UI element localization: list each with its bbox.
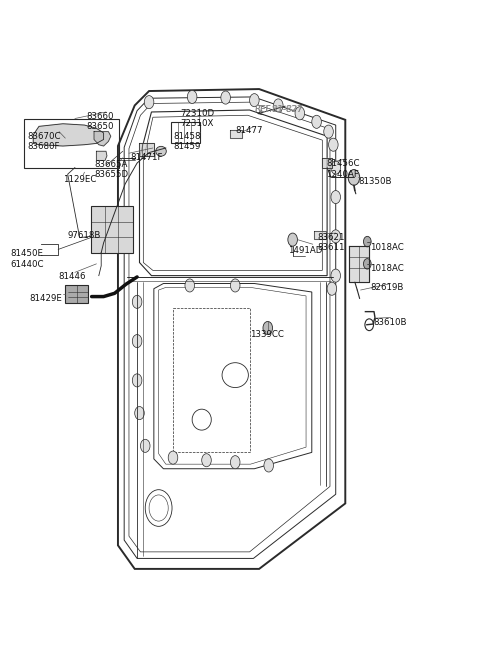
Circle shape [327,282,336,295]
Ellipse shape [156,146,166,156]
Circle shape [187,91,197,104]
Text: 81446: 81446 [58,272,85,281]
Text: REF.81-827: REF.81-827 [254,106,303,114]
Text: 97618B: 97618B [68,231,101,240]
Text: 72310D
72310X: 72310D 72310X [180,109,214,128]
Text: 1339CC: 1339CC [250,330,284,339]
Polygon shape [94,132,111,146]
Polygon shape [33,124,104,146]
Circle shape [312,115,322,129]
Polygon shape [139,144,154,157]
Bar [171,122,200,143]
Polygon shape [230,131,242,138]
Circle shape [132,295,142,308]
Circle shape [264,459,274,472]
Polygon shape [349,246,369,282]
Text: 1018AC: 1018AC [370,243,404,252]
Circle shape [230,279,240,292]
Circle shape [331,161,340,174]
Text: 81471F: 81471F [130,154,162,162]
Text: 81350B: 81350B [359,177,392,186]
Text: 81458
81459: 81458 81459 [173,132,201,151]
Circle shape [331,269,340,282]
Circle shape [363,258,371,269]
Text: 81477: 81477 [235,127,263,135]
Text: 1018AC: 1018AC [370,264,404,273]
Circle shape [135,407,144,420]
Circle shape [132,374,142,387]
Circle shape [331,190,340,203]
Circle shape [263,321,273,335]
Text: 83621
83611: 83621 83611 [318,233,345,253]
Text: 81450E
61440C: 81450E 61440C [10,249,44,269]
Text: 83610B: 83610B [373,318,407,327]
Circle shape [185,279,194,292]
Text: 1129EC: 1129EC [63,175,96,184]
Text: 81456C
1240AF: 81456C 1240AF [326,159,360,178]
Circle shape [221,91,230,104]
Polygon shape [314,231,326,239]
Polygon shape [96,152,107,161]
Circle shape [202,454,211,467]
Text: 83660
83650: 83660 83650 [87,112,114,131]
Circle shape [288,233,298,246]
Circle shape [230,456,240,469]
Circle shape [348,170,360,185]
Text: 1491AD: 1491AD [288,246,322,255]
Polygon shape [323,158,332,168]
Text: 83670C
83680F: 83670C 83680F [27,132,60,151]
Text: 83665A
83655D: 83665A 83655D [94,160,128,179]
Circle shape [363,236,371,247]
Circle shape [331,230,340,243]
Circle shape [328,138,338,152]
Bar [65,285,88,303]
Bar [24,119,120,168]
Text: 81429E: 81429E [29,294,62,303]
Circle shape [274,99,283,112]
Text: REF.81-827: REF.81-827 [254,106,303,114]
Circle shape [141,440,150,453]
Circle shape [250,94,259,107]
Circle shape [295,107,305,120]
Circle shape [132,335,142,348]
Circle shape [324,125,333,138]
Circle shape [144,96,154,109]
Bar [91,205,133,253]
Circle shape [168,451,178,464]
Text: 82619B: 82619B [370,283,404,293]
